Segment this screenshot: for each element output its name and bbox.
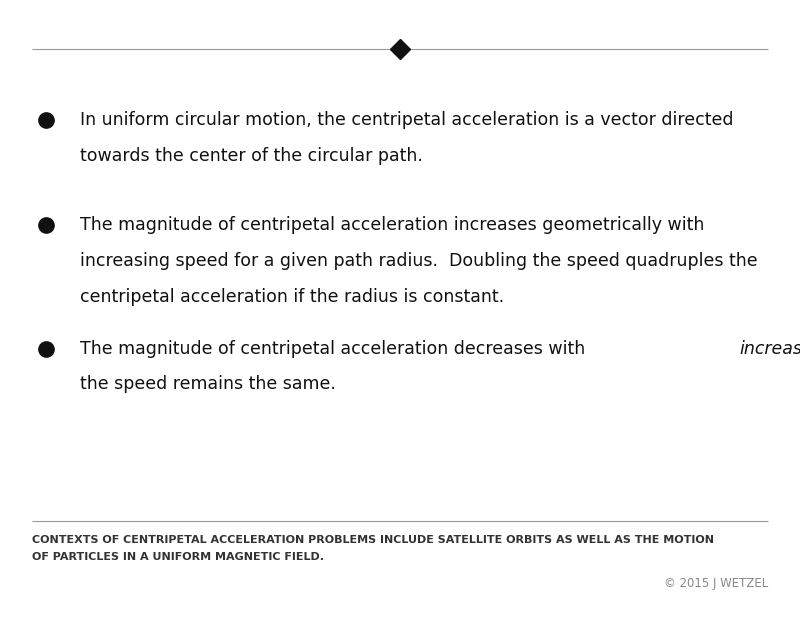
Text: increasing: increasing xyxy=(739,339,800,358)
Text: centripetal acceleration if the radius is constant.: centripetal acceleration if the radius i… xyxy=(80,288,504,306)
Text: increasing speed for a given path radius.  Doubling the speed quadruples the: increasing speed for a given path radius… xyxy=(80,252,758,270)
Text: OF PARTICLES IN A UNIFORM MAGNETIC FIELD.: OF PARTICLES IN A UNIFORM MAGNETIC FIELD… xyxy=(32,552,324,561)
Text: In uniform circular motion, the centripetal acceleration is a vector directed: In uniform circular motion, the centripe… xyxy=(80,111,734,130)
Text: The magnitude of centripetal acceleration decreases with: The magnitude of centripetal acceleratio… xyxy=(80,339,590,358)
Text: towards the center of the circular path.: towards the center of the circular path. xyxy=(80,147,423,165)
Text: the speed remains the same.: the speed remains the same. xyxy=(80,375,336,394)
Text: CONTEXTS OF CENTRIPETAL ACCELERATION PROBLEMS INCLUDE SATELLITE ORBITS AS WELL A: CONTEXTS OF CENTRIPETAL ACCELERATION PRO… xyxy=(32,535,714,545)
Text: © 2015 J WETZEL: © 2015 J WETZEL xyxy=(664,576,768,590)
Text: The magnitude of centripetal acceleration increases geometrically with: The magnitude of centripetal acceleratio… xyxy=(80,216,704,234)
